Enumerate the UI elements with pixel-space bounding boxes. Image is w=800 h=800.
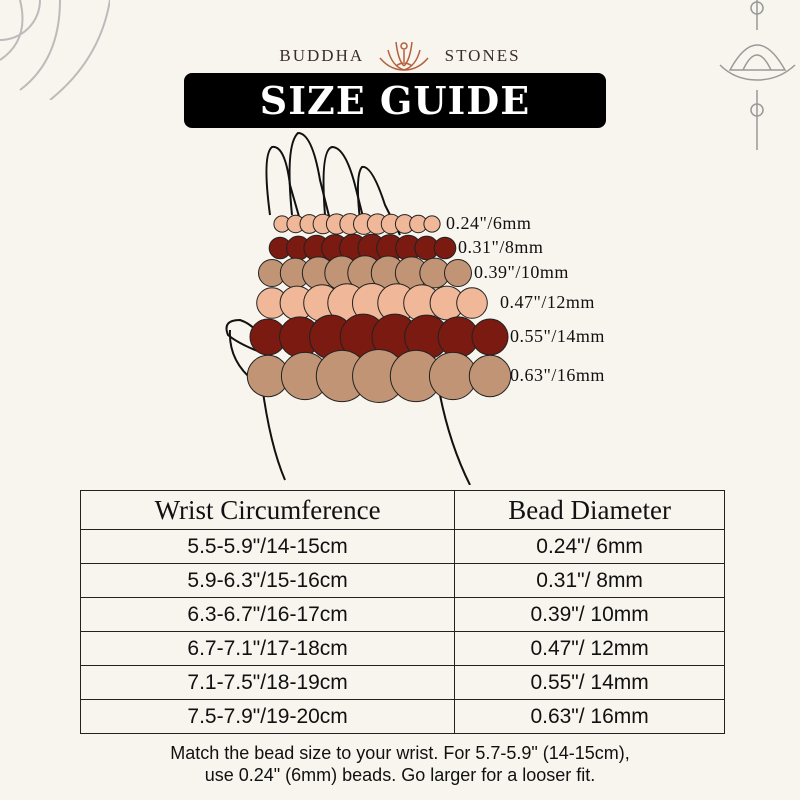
brand-name-right: STONES [444, 46, 521, 65]
bead-diameter-cell: 0.55"/ 14mm [454, 665, 725, 700]
wrist-circumference-cell: 7.1-7.5"/18-19cm [79, 665, 456, 700]
page-title: SIZE GUIDE [184, 73, 606, 128]
bead [433, 236, 457, 260]
table-row: 6.7-7.1"/17-18cm 0.47"/ 12mm [79, 631, 725, 666]
wrist-circumference-cell: 6.3-6.7"/16-17cm [79, 597, 456, 632]
header-wrist-circumference: Wrist Circumference [79, 490, 456, 530]
bead [468, 354, 512, 398]
table-row: 7.5-7.9"/19-20cm 0.63"/ 16mm [79, 699, 725, 734]
bead-diameter-cell: 0.47"/ 12mm [454, 631, 725, 666]
wrist-circumference-cell: 5.5-5.9"/14-15cm [79, 529, 456, 564]
brand-name-left: BUDDHA [279, 46, 365, 65]
bead-size-label: 0.39"/10mm [474, 262, 569, 282]
bead [471, 318, 509, 356]
mandala-corner-decoration [0, 0, 110, 100]
fit-note-line-1: Match the bead size to your wrist. For 5… [170, 743, 630, 763]
lotus-hanging-decoration [719, 0, 796, 150]
bead [423, 215, 441, 233]
bead-size-label: 0.24"/6mm [446, 213, 532, 233]
bead-diameter-cell: 0.24"/ 6mm [454, 529, 725, 564]
hand-bracelet-illustration [225, 131, 512, 485]
wrist-circumference-cell: 6.7-7.1"/17-18cm [79, 631, 456, 666]
table-row: 5.5-5.9"/14-15cm 0.24"/ 6mm [79, 529, 725, 564]
bead-diameter-cell: 0.39"/ 10mm [454, 597, 725, 632]
fit-note: Match the bead size to your wrist. For 5… [0, 742, 800, 786]
bead-size-label: 0.55"/14mm [510, 326, 605, 346]
wrist-circumference-cell: 5.9-6.3"/15-16cm [79, 563, 456, 598]
size-table: Wrist Circumference Bead Diameter 5.5-5.… [79, 490, 725, 734]
bead-size-label: 0.31"/8mm [458, 237, 544, 257]
table-row: 6.3-6.7"/16-17cm 0.39"/ 10mm [79, 597, 725, 632]
table-row: 7.1-7.5"/18-19cm 0.55"/ 14mm [79, 665, 725, 700]
table-row: 5.9-6.3"/15-16cm 0.31"/ 8mm [79, 563, 725, 598]
bead [456, 287, 488, 319]
bead [444, 259, 472, 287]
lotus-meditation-logo-icon [378, 36, 430, 76]
hand-outline [225, 131, 471, 485]
wrist-circumference-cell: 7.5-7.9"/19-20cm [79, 699, 456, 734]
header-bead-diameter: Bead Diameter [454, 490, 725, 530]
bead-size-label: 0.63"/16mm [510, 365, 605, 385]
brand-logo: BUDDHA STONES [0, 36, 800, 76]
bead-diameter-cell: 0.31"/ 8mm [454, 563, 725, 598]
fit-note-line-2: use 0.24" (6mm) beads. Go larger for a l… [204, 765, 596, 785]
bead-diameter-cell: 0.63"/ 16mm [454, 699, 725, 734]
bead-size-label: 0.47"/12mm [500, 292, 595, 312]
